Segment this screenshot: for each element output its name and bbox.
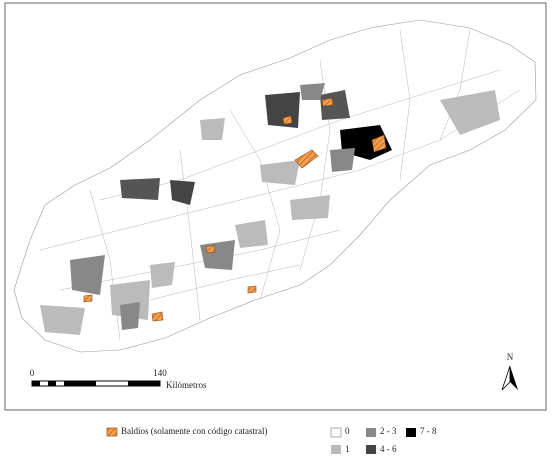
- scale-end: 140: [153, 368, 167, 378]
- north-arrow: N: [501, 352, 518, 391]
- legend-class: 0: [345, 426, 350, 436]
- scale-unit: Kilómetros: [166, 380, 207, 390]
- wasteland-parcels: [83, 97, 387, 322]
- north-label: N: [507, 352, 514, 362]
- region-outline: [13, 19, 537, 353]
- legend-wasteland: Baldíos (solamente con código catastral): [121, 426, 267, 436]
- scale-bar: 0 140 Kilómetros: [30, 368, 207, 390]
- legend: Baldíos (solamente con código catastral)…: [106, 426, 437, 454]
- map: [13, 19, 537, 353]
- legend-class: 2 - 3: [380, 426, 397, 436]
- legend-class: 1: [345, 444, 350, 454]
- scale-start: 0: [30, 368, 35, 378]
- municipality-shading: [40, 83, 500, 335]
- legend-class: 4 - 6: [380, 444, 397, 454]
- legend-class: 7 - 8: [420, 426, 437, 436]
